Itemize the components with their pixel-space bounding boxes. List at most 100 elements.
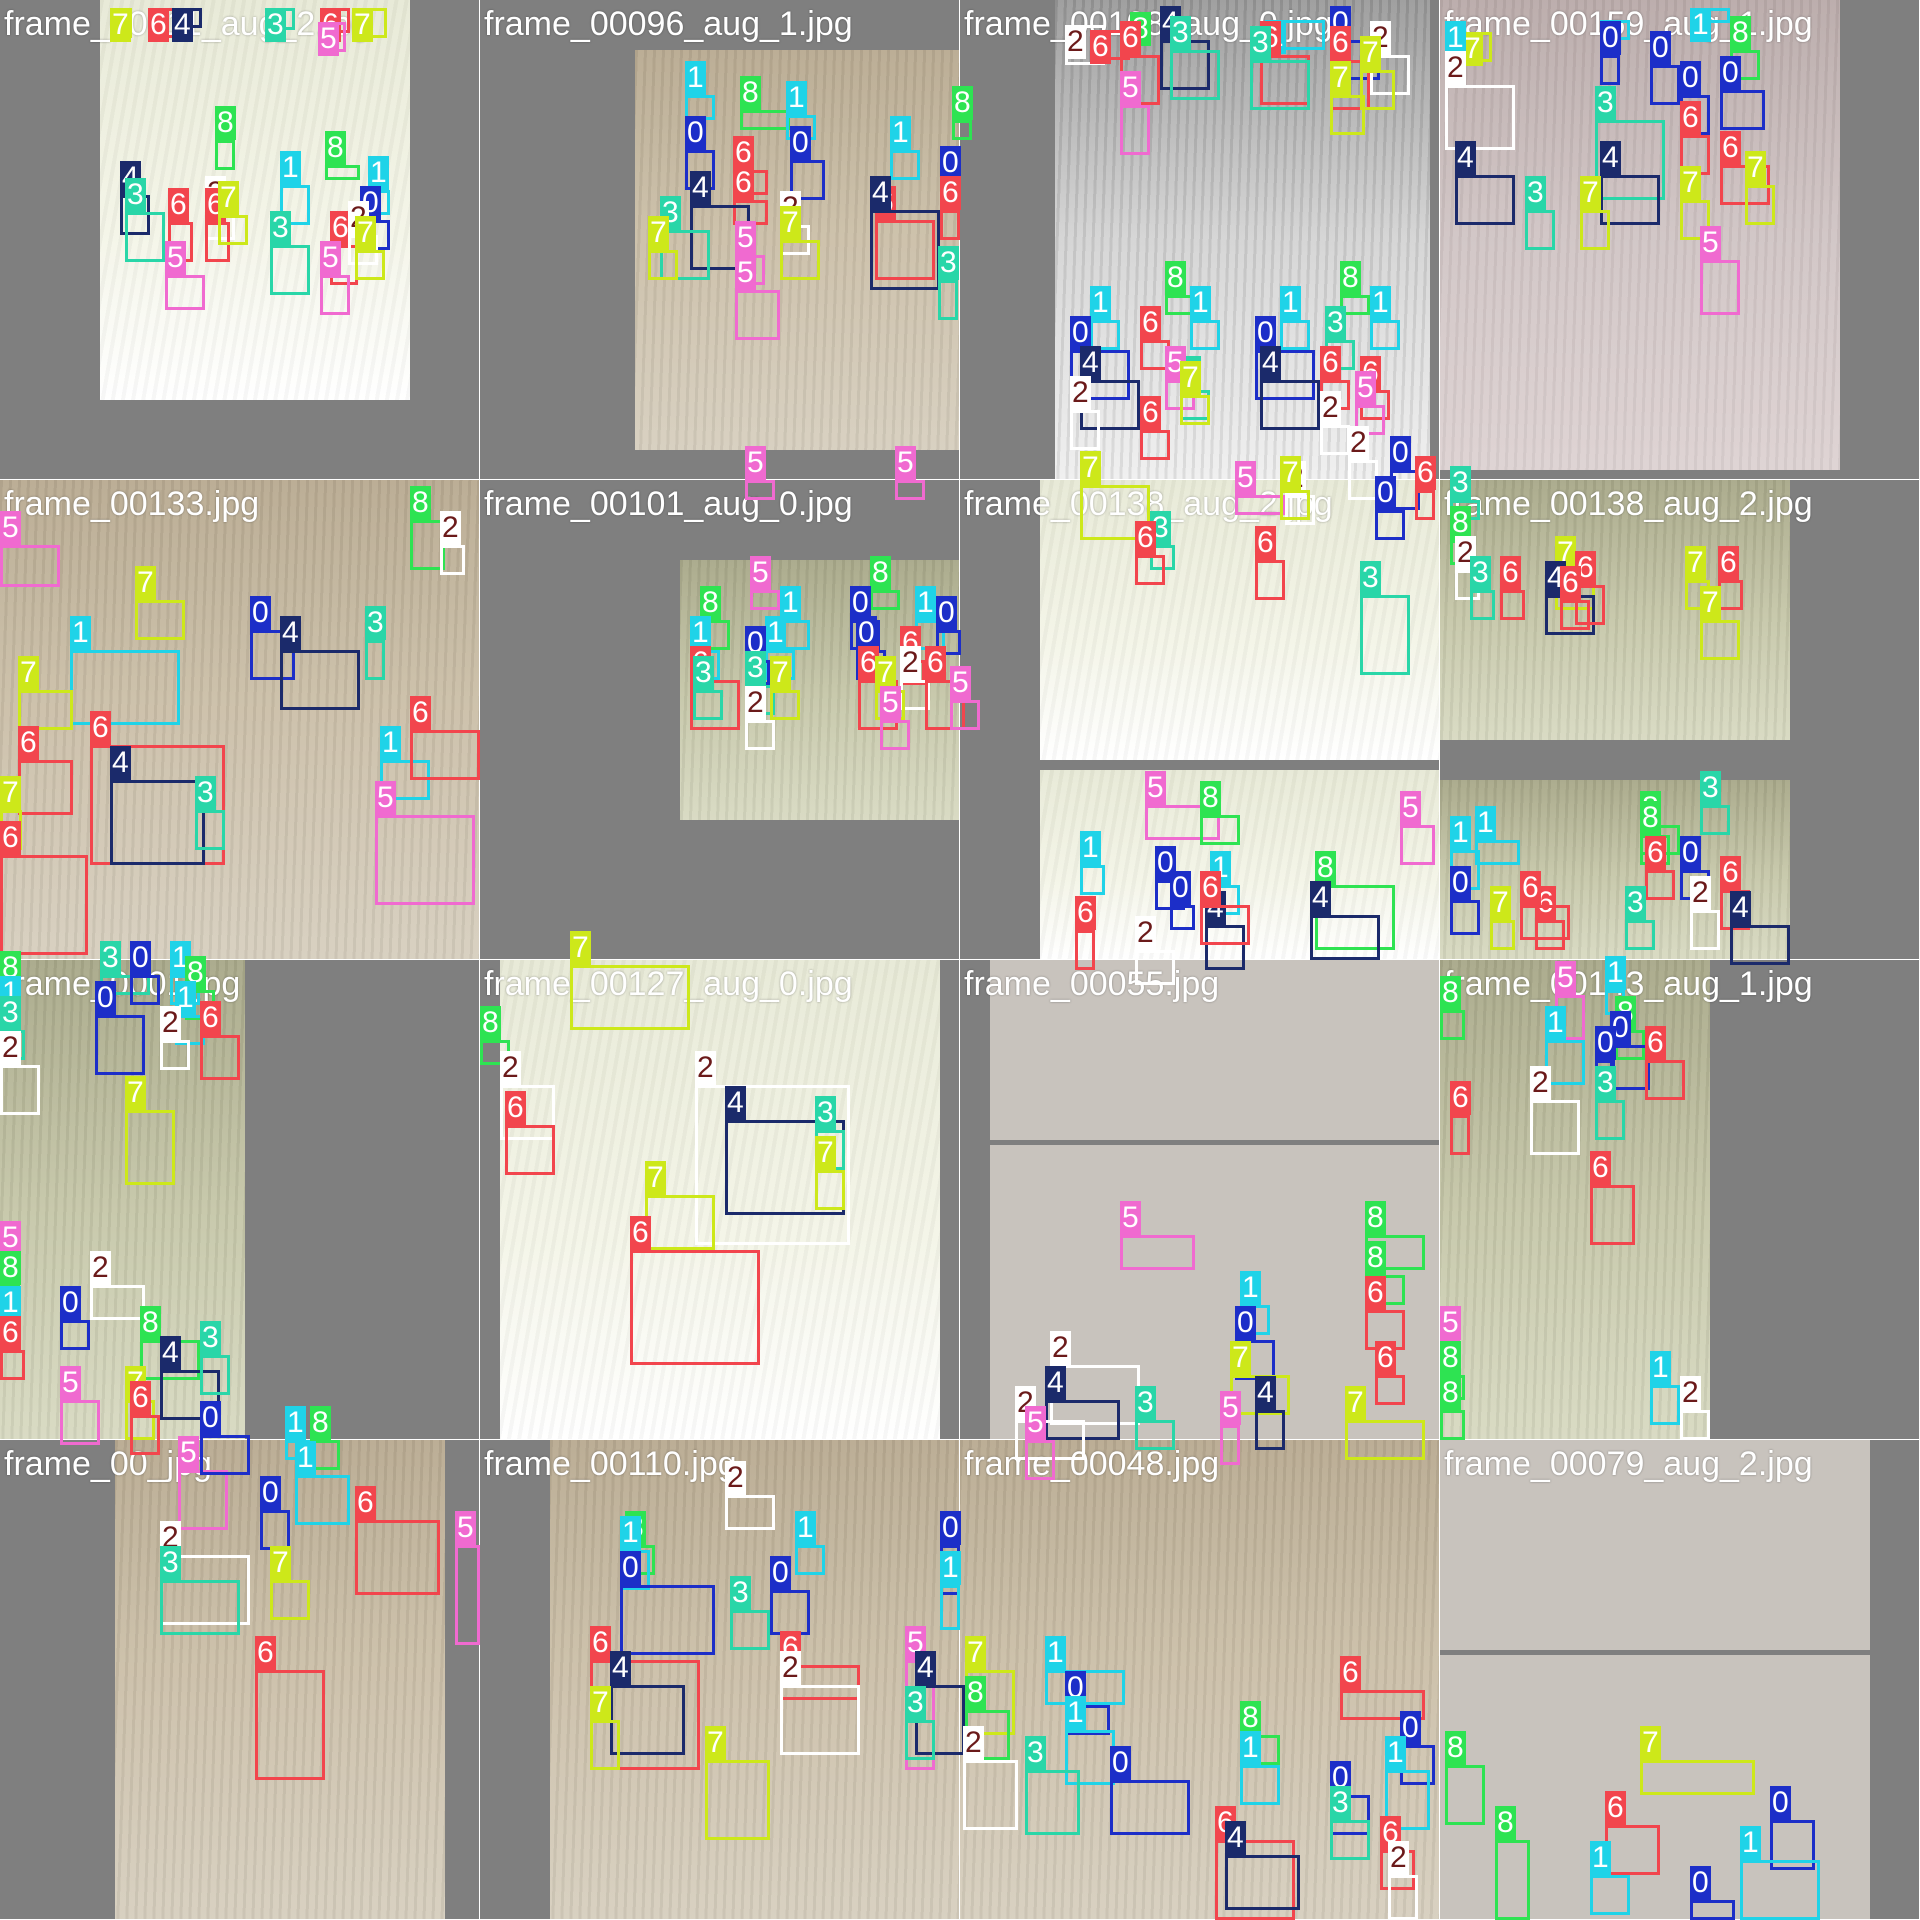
bounding-box: [1690, 1900, 1735, 1920]
bounding-box: [780, 1685, 860, 1755]
class-label: 7: [1700, 586, 1721, 620]
bounding-box: [410, 730, 480, 780]
bounding-box: [1440, 1410, 1465, 1440]
bounding-box: [1255, 560, 1285, 600]
bounding-box: [1650, 65, 1680, 105]
bounding-box: [1255, 1410, 1285, 1450]
bounding-box: [320, 275, 350, 315]
bounding-box: [1400, 825, 1435, 865]
class-label: 6: [1140, 306, 1161, 340]
class-label: 7: [1230, 1341, 1251, 1375]
class-label: 7: [1280, 456, 1301, 490]
class-label: 6: [1200, 871, 1221, 905]
class-label: 5: [1235, 461, 1256, 495]
bounding-box: [1450, 1115, 1470, 1155]
bounding-box: [890, 150, 920, 180]
class-label: 2: [963, 1726, 984, 1760]
bounding-box: [165, 275, 205, 310]
bounding-box: [1645, 1060, 1685, 1100]
bounding-box: [870, 590, 900, 610]
class-label: 7: [965, 1636, 986, 1670]
class-label: 3: [160, 1546, 181, 1580]
table-photo: [0, 480, 479, 959]
bounding-box: [0, 855, 88, 955]
bounding-box: [1745, 185, 1775, 225]
class-label: 3: [1025, 1736, 1046, 1770]
bounding-box: [60, 1320, 90, 1350]
class-label: 6: [1320, 346, 1341, 380]
table-photo: [500, 960, 940, 1439]
class-label: 2: [1530, 1066, 1551, 1100]
bounding-box: [1370, 55, 1410, 95]
class-label: 1: [1605, 956, 1626, 990]
class-label: 5: [895, 446, 916, 480]
class-label: 7: [1640, 1726, 1661, 1760]
class-label: 5: [60, 1366, 81, 1400]
class-label: 7: [875, 656, 896, 690]
bounding-box: [790, 160, 825, 200]
class-label: 8: [1440, 1341, 1461, 1375]
class-label: 6: [0, 1316, 21, 1350]
class-label: 6: [1645, 1026, 1666, 1060]
class-label: 5: [165, 241, 186, 275]
bounding-box: [940, 1585, 960, 1630]
class-label: 6: [330, 211, 351, 245]
class-label: 4: [172, 8, 193, 42]
bounding-box: [730, 1610, 770, 1650]
bounding-box: [455, 1545, 480, 1645]
bounding-box: [1355, 405, 1385, 435]
class-label: 2: [440, 511, 461, 545]
bounding-box: [895, 480, 925, 500]
bounding-box: [255, 1670, 325, 1780]
bounding-box: [1320, 425, 1350, 455]
class-label: 4: [1080, 346, 1101, 380]
class-label: 6: [1255, 526, 1276, 560]
bounding-box: [1450, 900, 1480, 935]
bounding-box: [1445, 1765, 1485, 1825]
class-label: 7: [815, 1136, 836, 1170]
class-label: 8: [480, 1006, 501, 1040]
bounding-box: [590, 1720, 620, 1770]
class-label: 0: [200, 1401, 221, 1435]
class-label: 0: [1450, 866, 1471, 900]
class-label: 0: [1690, 1866, 1711, 1900]
class-label: 6: [148, 8, 169, 42]
class-label: 5: [178, 1436, 199, 1470]
class-label: 0: [1680, 836, 1701, 870]
class-label: 8: [310, 1406, 331, 1440]
bounding-box: [1180, 395, 1210, 425]
class-label: 6: [505, 1091, 526, 1125]
class-label: 0: [936, 596, 957, 630]
class-label: 7: [1580, 176, 1601, 210]
bounding-box: [1495, 1840, 1530, 1920]
class-label: 3: [1250, 26, 1271, 60]
class-label: 1: [780, 586, 801, 620]
class-label: 0: [1595, 1026, 1616, 1060]
class-label: 1: [765, 616, 786, 650]
class-label: 5: [1145, 771, 1166, 805]
bounding-box: [1170, 905, 1195, 930]
bounding-box: [1700, 260, 1740, 315]
class-label: 4: [280, 616, 301, 650]
bounding-box: [1770, 1820, 1815, 1870]
class-label: 5: [745, 446, 766, 480]
class-label: 5: [0, 511, 21, 545]
bounding-box: [1080, 865, 1105, 895]
bounding-box: [365, 640, 385, 680]
class-label: 0: [770, 1556, 791, 1590]
mosaic-tile: frame_0001.jpg: [0, 960, 480, 1440]
bounding-box: [660, 230, 710, 280]
class-label: 6: [200, 1001, 221, 1035]
class-label: 8: [1640, 801, 1661, 835]
class-label: 8: [740, 76, 761, 110]
mosaic-tile: frame_00127_aug_0.jpg: [480, 960, 960, 1440]
class-label: 1: [795, 1511, 816, 1545]
bounding-box: [1330, 95, 1365, 135]
bounding-box: [925, 680, 965, 730]
tile-filename: frame_00_jpg: [4, 1445, 212, 1483]
bounding-box: [110, 780, 205, 865]
tile-filename: frame_00138_aug_2.jpg: [1444, 485, 1813, 523]
class-label: 5: [0, 1221, 21, 1255]
bounding-box: [1455, 175, 1515, 225]
bounding-box: [815, 1170, 845, 1210]
